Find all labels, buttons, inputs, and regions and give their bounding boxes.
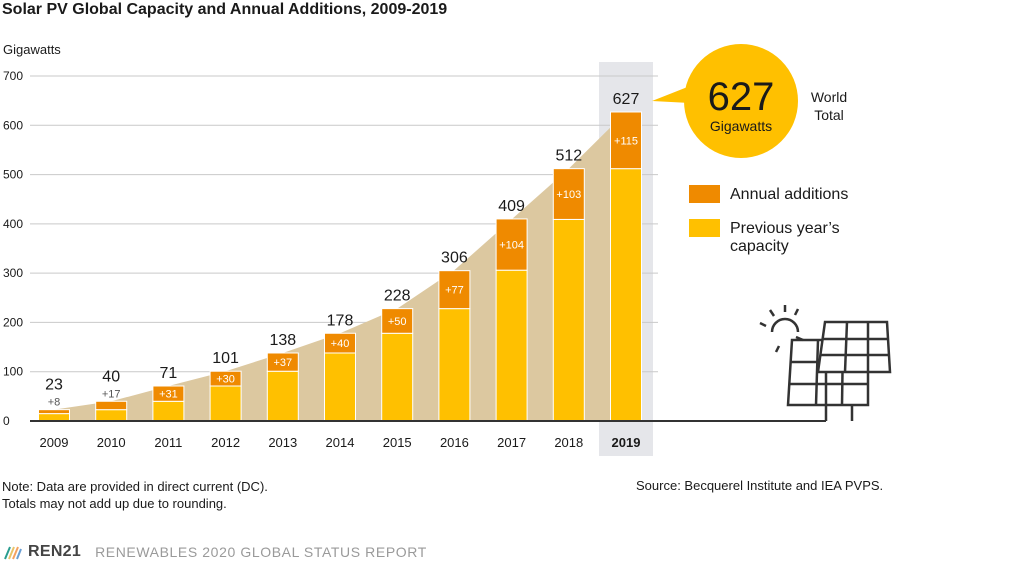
y-tick-label: 0 [3,414,10,428]
x-tick-label: 2012 [211,435,240,450]
x-tick-label: 2015 [383,435,412,450]
bar-previous [495,269,528,422]
total-label: 101 [212,350,239,367]
chart-svg: 0 100 200 300 400 500 600 700 +8 23 2009 +17 40 2010 +… [3,44,892,456]
x-tick-label: 2009 [40,435,69,450]
bar-annual [381,308,414,334]
bar-annual [495,218,528,271]
chart-note: Note: Data are provided in direct curren… [2,478,268,512]
y-tick-label: 300 [3,266,23,280]
bar-previous [610,168,642,422]
note-line-1: Note: Data are provided in direct curren… [2,479,268,494]
x-tick-label: 2013 [268,435,297,450]
addition-label: +115 [614,135,638,147]
addition-label: +103 [556,189,581,201]
bar-annual [266,352,299,372]
x-tick-label: 2011 [154,435,182,450]
bar-previous [266,370,299,422]
x-tick-label: 2018 [554,435,583,450]
chart-source: Source: Becquerel Institute and IEA PVPS… [636,478,884,493]
bar-previous [438,308,471,422]
addition-label: +31 [159,389,178,401]
x-tick-label: 2019 [612,435,641,450]
bar-previous [324,352,356,422]
footer: REN21 RENEWABLES 2020 GLOBAL STATUS REPO… [4,543,427,561]
y-axis-label: Gigawatts [3,42,61,57]
addition-label: +30 [216,374,235,386]
addition-label: +104 [499,240,524,252]
bar-annual [324,332,356,354]
addition-label: +77 [445,285,464,297]
addition-label: +50 [388,316,407,328]
legend-swatch-annual [689,185,720,203]
bar-previous [209,385,242,422]
bar-previous [38,413,70,422]
y-tick-label: 500 [3,168,23,182]
bar-annual [438,270,471,310]
legend-swatch-previous [689,219,720,237]
total-label: 138 [269,332,296,349]
total-label: 306 [441,250,468,267]
y-tick-label: 600 [3,118,23,132]
x-tick-label: 2010 [97,435,126,450]
y-tick-label: 400 [3,217,23,231]
bar-previous [152,400,185,422]
total-label: 40 [102,368,120,385]
callout-label-total: Total [814,107,844,123]
y-tick-label: 100 [3,365,23,379]
addition-label: +40 [331,338,350,350]
bar-annual [152,385,185,402]
total-label: 228 [384,288,411,305]
bar-annual [610,111,642,170]
y-tick-label: 200 [3,315,23,329]
bar-annual [95,400,128,411]
total-label: 178 [327,312,354,329]
bar-annual [38,409,70,415]
y-tick-label: 700 [3,69,23,83]
solar-panel-icon [759,305,892,421]
bar-annual [552,168,585,220]
chart-title: Solar PV Global Capacity and Annual Addi… [2,1,448,18]
bar-previous [381,332,414,422]
ren21-logo-icon [4,546,22,560]
bar-previous [95,409,128,422]
note-line-2: Totals may not add up due to rounding. [2,496,227,511]
callout-pointer [652,86,690,103]
bar-annual [209,370,242,387]
addition-label: +37 [273,357,292,369]
legend-label-previous-1: Previous year’s [730,220,840,237]
x-tick-label: 2016 [440,435,469,450]
callout-value: 627 [708,75,775,119]
total-label: 23 [45,377,63,394]
bar-previous [552,218,585,422]
legend-label-annual: Annual additions [730,186,848,203]
report-name: RENEWABLES 2020 GLOBAL STATUS REPORT [95,544,427,560]
x-tick-label: 2014 [326,435,355,450]
total-label: 409 [498,198,525,215]
capacity-area [38,111,642,421]
total-label: 71 [160,365,178,382]
callout-unit: Gigawatts [710,118,772,134]
total-label: 627 [613,91,640,108]
ren21-logo-text: REN21 [28,543,82,560]
total-label: 512 [555,148,582,165]
callout-label-world: World [811,89,847,105]
callout-circle [684,44,798,158]
x-tick-label: 2017 [497,435,526,450]
addition-label: +8 [48,397,61,409]
legend-label-previous-2: capacity [730,238,789,255]
addition-label: +17 [102,388,121,400]
